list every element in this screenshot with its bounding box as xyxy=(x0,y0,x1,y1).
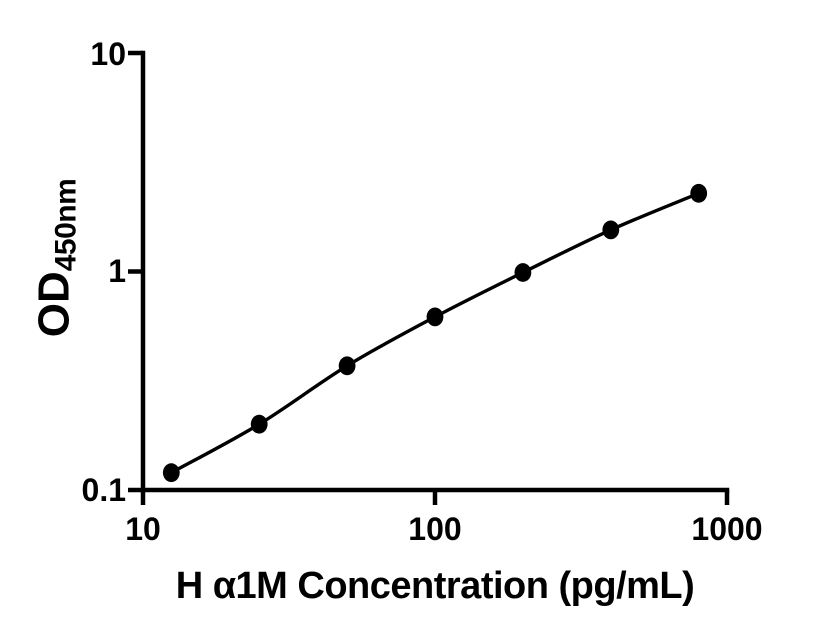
axis-spines xyxy=(140,50,730,493)
x-axis-title: H α1M Concentration (pg/mL) xyxy=(175,565,695,607)
y-tick-label-0-1: 0.1 xyxy=(81,472,126,508)
data-point-marker xyxy=(602,220,620,240)
x-tick-label-10: 10 xyxy=(125,511,161,547)
y-tick-label-1: 1 xyxy=(108,253,126,289)
data-point-marker xyxy=(514,263,532,282)
data-point-marker xyxy=(250,414,268,434)
y-tick-label-10: 10 xyxy=(90,36,126,72)
y-axis-title-subscript: 450nm xyxy=(49,178,83,272)
data-point-marker xyxy=(690,183,708,203)
data-point-marker xyxy=(162,463,180,483)
y-axis-title: OD450nm xyxy=(29,178,83,338)
y-axis-title-main: OD xyxy=(29,271,79,338)
x-tick-label-1000: 1000 xyxy=(691,511,763,547)
standard-curve-line xyxy=(169,191,701,475)
data-point-marker xyxy=(426,307,444,327)
x-tick-label-100: 100 xyxy=(408,511,462,547)
data-point-marker xyxy=(338,356,356,376)
